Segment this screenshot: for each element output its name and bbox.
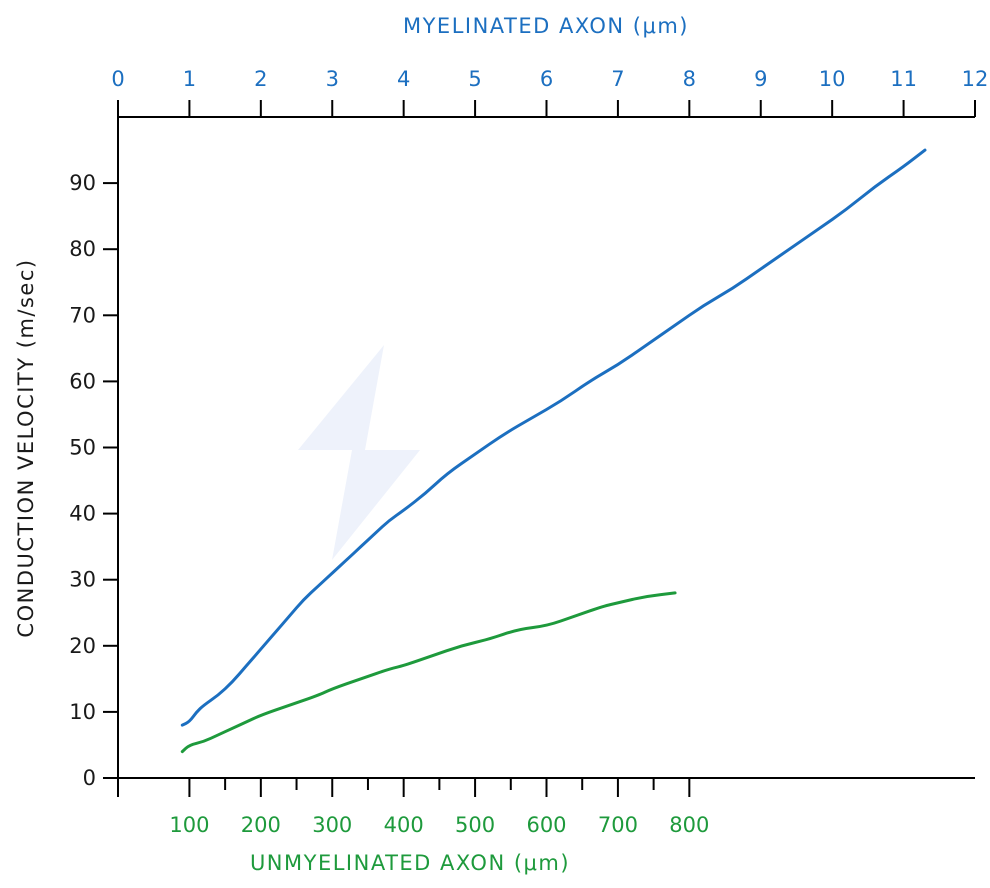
- bottom-tick-label-700: 700: [598, 813, 638, 837]
- top-tick-label-3: 3: [326, 67, 339, 91]
- y-tick-label-20: 20: [69, 634, 96, 658]
- myelinated-series-line: [180, 148, 927, 727]
- watermark-bolt-icon: [298, 345, 420, 560]
- bottom-axis-title: UNMYELINATED AXON (μm): [250, 851, 570, 875]
- bottom-tick-label-200: 200: [241, 813, 281, 837]
- top-tick-label-8: 8: [683, 67, 696, 91]
- y-tick-label-60: 60: [69, 369, 96, 393]
- y-axis-ticks: 0 10 20 30 40 50 60 70 80 90: [69, 171, 118, 790]
- y-tick-label-40: 40: [69, 502, 96, 526]
- bottom-axis-ticks: 100 200 300 400 500 600 700 800: [117, 778, 709, 837]
- bottom-tick-label-300: 300: [312, 813, 352, 837]
- axes: [117, 116, 975, 779]
- bottom-tick-label-800: 800: [669, 813, 709, 837]
- y-tick-label-80: 80: [69, 237, 96, 261]
- y-tick-label-10: 10: [69, 700, 96, 724]
- watermark: [298, 345, 420, 560]
- top-tick-label-0: 0: [111, 67, 124, 91]
- y-tick-label-0: 0: [83, 766, 96, 790]
- top-tick-label-7: 7: [611, 67, 624, 91]
- y-tick-label-90: 90: [69, 171, 96, 195]
- y-axis-title: CONDUCTION VELOCITY (m/sec): [14, 258, 38, 637]
- y-tick-label-50: 50: [69, 436, 96, 460]
- unmyelinated-series-line: [180, 591, 677, 754]
- top-tick-label-9: 9: [754, 67, 767, 91]
- top-tick-label-12: 12: [962, 67, 989, 91]
- top-tick-label-10: 10: [819, 67, 846, 91]
- bottom-tick-label-100: 100: [169, 813, 209, 837]
- top-tick-label-11: 11: [890, 67, 917, 91]
- y-tick-label-70: 70: [69, 303, 96, 327]
- top-tick-label-4: 4: [397, 67, 410, 91]
- series-layer: [180, 148, 927, 754]
- top-axis-ticks: 0 1 2 3 4 5 6 7 8 9 10 11 12: [111, 67, 988, 117]
- top-tick-label-2: 2: [254, 67, 267, 91]
- top-tick-label-1: 1: [183, 67, 196, 91]
- top-tick-label-6: 6: [540, 67, 553, 91]
- bottom-tick-label-400: 400: [384, 813, 424, 837]
- bottom-tick-label-600: 600: [526, 813, 566, 837]
- top-tick-label-5: 5: [468, 67, 481, 91]
- top-axis-title: MYELINATED AXON (μm): [403, 14, 689, 38]
- bottom-tick-label-500: 500: [455, 813, 495, 837]
- y-tick-label-30: 30: [69, 568, 96, 592]
